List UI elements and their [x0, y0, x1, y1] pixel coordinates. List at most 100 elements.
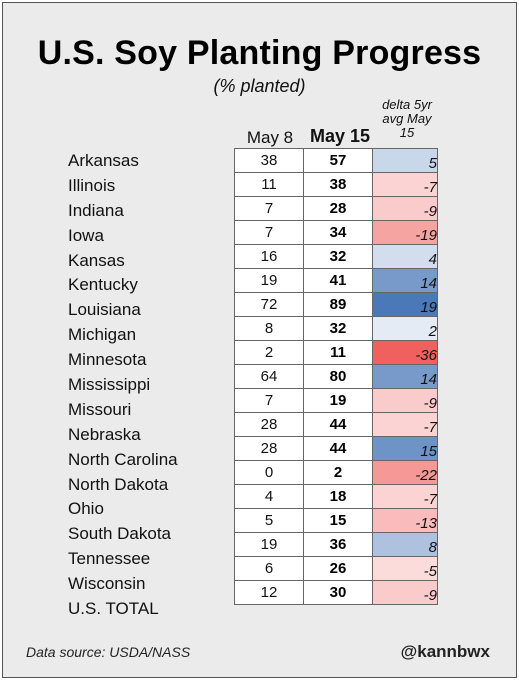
- state-name: Nebraska: [68, 424, 141, 444]
- state-name: Illinois: [68, 175, 116, 195]
- delta-value-cell: 19: [372, 292, 438, 317]
- delta-value-cell: -9: [372, 196, 438, 221]
- table-row: 72 89 19: [234, 292, 438, 317]
- may15-value: 28: [303, 196, 373, 221]
- state-name: Michigan: [68, 325, 137, 345]
- state-name-list: Arkansas Illinois Indiana Iowa Kansas Kentuck…: [68, 148, 178, 621]
- may8-value: 7: [234, 220, 304, 245]
- state-name: South Dakota: [68, 524, 172, 544]
- delta-value-cell: 14: [372, 364, 438, 389]
- may8-value: 7: [234, 388, 304, 413]
- column-header-delta-line2: avg May: [382, 111, 432, 126]
- table-row: 0 2 -22: [234, 460, 438, 485]
- state-name: Missouri: [68, 399, 132, 419]
- state-name: Tennessee: [68, 549, 151, 569]
- may15-value: 44: [303, 412, 373, 437]
- may8-value: 4: [234, 484, 304, 509]
- may8-value: 6: [234, 556, 304, 581]
- state-name: Minnesota: [68, 350, 147, 370]
- table-row: 11 38 -7: [234, 172, 438, 197]
- state-name: Indiana: [68, 200, 124, 220]
- state-name: Wisconsin: [68, 574, 146, 594]
- state-name: Iowa: [68, 225, 104, 245]
- table-row: 6 26 -5: [234, 556, 438, 581]
- state-name: North Carolina: [68, 449, 178, 469]
- may8-value: 7: [234, 196, 304, 221]
- may15-value: 44: [303, 436, 373, 461]
- may15-value: 32: [303, 316, 373, 341]
- state-name: Arkansas: [68, 151, 139, 170]
- state-name: Ohio: [68, 499, 104, 519]
- delta-value-cell: 8: [372, 532, 438, 557]
- state-name: Mississippi: [68, 375, 151, 395]
- delta-value-cell: -5: [372, 556, 438, 581]
- column-header-delta-line1: delta 5yr: [382, 97, 432, 112]
- may15-value: 15: [303, 508, 373, 533]
- table-row: 7 19 -9: [234, 388, 438, 413]
- delta-value-cell: -9: [372, 388, 438, 413]
- table-row: 8 32 2: [234, 316, 438, 341]
- may15-value: 38: [303, 172, 373, 197]
- may15-value: 34: [303, 220, 373, 245]
- delta-value-cell: -13: [372, 508, 438, 533]
- may8-value: 16: [234, 244, 304, 269]
- may15-value: 57: [303, 148, 373, 173]
- state-name: Kansas: [68, 250, 125, 270]
- may8-value: 19: [234, 268, 304, 293]
- may8-value: 8: [234, 316, 304, 341]
- delta-value-cell: 15: [372, 436, 438, 461]
- table-row: 12 30 -9: [234, 580, 438, 605]
- delta-value-cell: 2: [372, 316, 438, 341]
- may8-value: 11: [234, 172, 304, 197]
- delta-value-cell: -19: [372, 220, 438, 245]
- delta-value-cell: -7: [372, 484, 438, 509]
- state-name: Louisiana: [68, 300, 141, 320]
- column-header-delta-line3: 15: [399, 125, 415, 140]
- column-header-delta: delta 5yr avg May 15: [374, 98, 440, 140]
- may15-value: 36: [303, 532, 373, 557]
- table-row: 4 18 -7: [234, 484, 438, 509]
- table-row: 7 28 -9: [234, 196, 438, 221]
- may8-value: 28: [234, 436, 304, 461]
- data-table: 38 57 5 11 38 -7 7 28 -9 7 34 -19 16 32 4 19 41 14 72 89 19 8…: [234, 148, 438, 605]
- delta-value-cell: 5: [372, 148, 438, 173]
- may8-value: 64: [234, 364, 304, 389]
- data-source-note: Data source: USDA/NASS: [26, 644, 191, 660]
- state-name: Kentucky: [68, 275, 138, 295]
- table-row: 7 34 -19: [234, 220, 438, 245]
- state-name: North Dakota: [68, 474, 169, 494]
- may15-value: 19: [303, 388, 373, 413]
- may15-value: 26: [303, 556, 373, 581]
- chart-title: U.S. Soy Planting Progress: [37, 34, 482, 72]
- may15-value: 89: [303, 292, 373, 317]
- column-header-may15: May 15: [309, 126, 371, 146]
- table-row: 38 57 5: [234, 148, 438, 173]
- delta-value-cell: -36: [372, 340, 438, 365]
- may8-value: 19: [234, 532, 304, 557]
- may15-value: 41: [303, 268, 373, 293]
- state-name: U.S. TOTAL: [68, 599, 159, 619]
- may8-value: 72: [234, 292, 304, 317]
- may8-value: 5: [234, 508, 304, 533]
- delta-value-cell: -9: [372, 580, 438, 605]
- table-row: 19 41 14: [234, 268, 438, 293]
- may15-value: 80: [303, 364, 373, 389]
- author-handle: @kannbwx: [400, 642, 490, 661]
- may15-value: 32: [303, 244, 373, 269]
- table-row: 5 15 -13: [234, 508, 438, 533]
- may8-value: 2: [234, 340, 304, 365]
- delta-value-cell: 14: [372, 268, 438, 293]
- delta-value-cell: -7: [372, 412, 438, 437]
- may8-value: 28: [234, 412, 304, 437]
- may15-value: 11: [303, 340, 373, 365]
- table-row: 28 44 -7: [234, 412, 438, 437]
- delta-value-cell: -7: [372, 172, 438, 197]
- may8-value: 0: [234, 460, 304, 485]
- may15-value: 18: [303, 484, 373, 509]
- may15-value: 2: [303, 460, 373, 485]
- table-row: 64 80 14: [234, 364, 438, 389]
- table-row: 2 11 -36: [234, 340, 438, 365]
- may15-value: 30: [303, 580, 373, 605]
- chart-subtitle: (% planted): [213, 76, 306, 96]
- may8-value: 12: [234, 580, 304, 605]
